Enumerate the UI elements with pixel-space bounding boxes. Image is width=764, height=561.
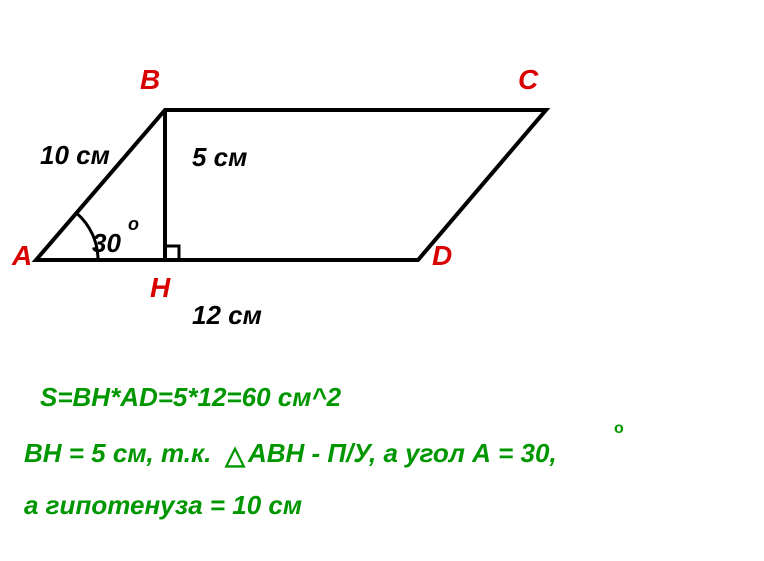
- explain-line2b: АВН - П/У, а угол А = 30,: [248, 438, 557, 469]
- vertex-label-c: C: [518, 64, 538, 96]
- explain-line2-degree: о: [614, 420, 624, 438]
- geometry-svg: [0, 0, 764, 561]
- angle-a-value: 30: [92, 228, 121, 259]
- explain-line3: а гипотенуза = 10 см: [24, 490, 302, 521]
- formula-area: S=BH*AD=5*12=60 см^2: [40, 382, 341, 413]
- vertex-label-d: D: [432, 240, 452, 272]
- vertex-label-b: B: [140, 64, 160, 96]
- right-angle-mark: [165, 246, 179, 260]
- vertex-label-h: H: [150, 272, 170, 304]
- dim-ad: 12 см: [192, 300, 262, 331]
- vertex-label-a: A: [12, 240, 32, 272]
- diagram-canvas: A B C D H 10 см 5 см 12 см 30 о S=BH*AD=…: [0, 0, 764, 561]
- dim-ab: 10 см: [40, 140, 110, 171]
- dim-bh: 5 см: [192, 142, 247, 173]
- triangle-symbol: △: [225, 440, 245, 471]
- explain-line2a: ВН = 5 см, т.к.: [24, 438, 211, 469]
- angle-a-degree-mark: о: [128, 214, 139, 235]
